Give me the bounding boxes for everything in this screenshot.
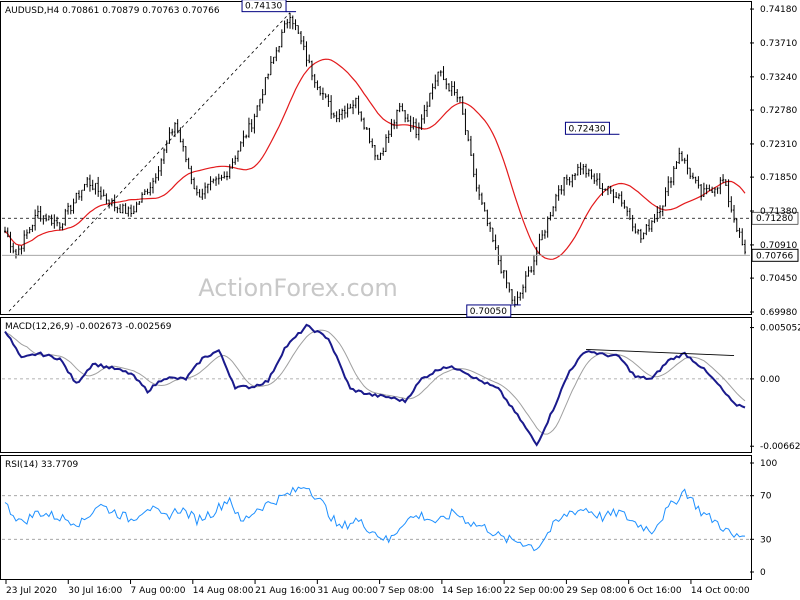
macd-axis: 0.005052 0.00 -0.006629 (750, 324, 800, 452)
time-tick-label: 7 Sep 08:00 (380, 586, 435, 596)
rsi-panel-frame (0, 455, 752, 580)
time-tick-label: 21 Aug 16:00 (255, 586, 316, 596)
time-tick-label: 6 Oct 16:00 (629, 586, 682, 596)
macd-panel-title: MACD(12,26,9) -0.002673 -0.002569 (5, 322, 172, 332)
time-tick-label: 30 Jul 16:00 (68, 586, 122, 596)
macd-panel-frame (0, 317, 752, 453)
price-tick-label: 0.73240 (760, 73, 797, 83)
time-tick-label: 22 Sep 00:00 (504, 586, 564, 596)
price-tick-label: 0.72780 (760, 106, 797, 116)
annotation-label: 0.74130 (245, 2, 282, 12)
price-tick-label: 0.70910 (760, 241, 797, 251)
time-tick-label: 14 Oct 00:00 (691, 586, 750, 596)
price-panel-title: AUDUSD,H4 0.70861 0.70879 0.70763 0.7076… (5, 6, 220, 16)
moving-average-line (4, 58, 746, 260)
macd-tick-label: 0.00 (760, 375, 780, 385)
macd-tick-label: 0.005052 (760, 324, 800, 334)
price-tick-label: 0.70450 (760, 274, 797, 284)
price-tick-label: 0.69980 (760, 308, 797, 318)
annotation-box (466, 304, 512, 318)
price-tick-label: 0.74180 (760, 5, 797, 15)
macd-divergence-line (586, 348, 735, 356)
time-tick-label: 23 Jul 2020 (6, 586, 57, 596)
price-levels: 0.71280 0.70766 (2, 211, 799, 262)
price-annotations: 0.74130 0.72430 0.70050 (241, 0, 620, 318)
rsi-tick-label: 100 (760, 459, 777, 469)
macd-lines (4, 323, 746, 447)
time-tick-label: 31 Aug 00:00 (317, 586, 378, 596)
rsi-grid (2, 495, 750, 540)
uptrend-line (8, 12, 291, 312)
price-axis: 0.74180 0.73710 0.73240 0.72780 0.72310 0.718… (750, 5, 797, 318)
price-tick-label: 0.73710 (760, 39, 797, 49)
annotation-label: 0.72430 (568, 124, 605, 134)
price-tick-label: 0.72310 (760, 140, 797, 150)
time-tick-label: 29 Sep 08:00 (566, 586, 626, 596)
trend-line (8, 12, 291, 312)
macd-signal-line (4, 329, 746, 435)
price-panel-frame (0, 1, 752, 315)
rsi-panel-title: RSI(14) 33.7709 (5, 460, 78, 470)
price-tick-label: 0.71850 (760, 173, 797, 183)
time-tick-label: 7 Aug 00:00 (131, 586, 186, 596)
rsi-tick-label: 70 (760, 492, 772, 502)
level-box (751, 211, 799, 225)
time-tick-label: 14 Aug 08:00 (193, 586, 254, 596)
rsi-tick-label: 30 (760, 535, 772, 545)
annotation-box (564, 121, 610, 135)
rsi-lines (4, 486, 746, 552)
annotation-label: 0.70050 (470, 307, 507, 317)
price-candles (4, 12, 746, 308)
time-tick-label: 14 Sep 16:00 (442, 586, 502, 596)
macd-line (4, 323, 746, 447)
level-label: 0.71280 (756, 214, 793, 224)
watermark: ActionForex.com (198, 274, 398, 302)
level-label: 0.70766 (756, 251, 793, 261)
time-axis: 23 Jul 2020 30 Jul 16:00 7 Aug 00:00 14 Aug… (5, 580, 750, 596)
macd-tick-label: -0.006629 (760, 442, 800, 452)
price-tick-label: 0.71380 (760, 207, 797, 217)
rsi-line (4, 486, 746, 552)
rsi-tick-label: 0 (760, 568, 766, 578)
level-box (751, 248, 799, 262)
rsi-axis: 100 70 30 0 (750, 459, 777, 578)
moving-average (4, 58, 746, 260)
annotation-box (241, 0, 287, 13)
